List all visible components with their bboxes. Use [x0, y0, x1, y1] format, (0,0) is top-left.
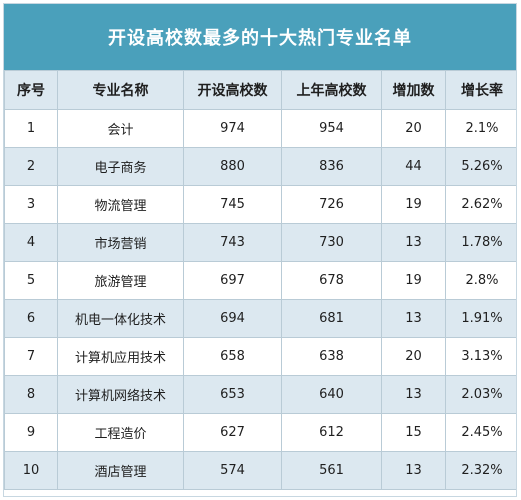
- cell-last-year-schools: 561: [281, 451, 382, 490]
- cell-last-year-schools: 678: [281, 261, 382, 300]
- cell-major-name: 计算机网络技术: [57, 375, 184, 414]
- cell-rank: 10: [4, 451, 58, 490]
- cell-last-year-schools: 726: [281, 185, 382, 224]
- cell-growth-rate: 3.13%: [445, 337, 516, 376]
- cell-schools: 974: [183, 109, 282, 148]
- cell-increase: 44: [381, 147, 446, 186]
- cell-schools: 694: [183, 299, 282, 338]
- cell-rank: 9: [4, 413, 58, 452]
- cell-major-name: 工程造价: [57, 413, 184, 452]
- cell-major-name: 计算机应用技术: [57, 337, 184, 376]
- table-row: 9 工程造价 627 612 15 2.45%: [4, 413, 516, 452]
- cell-schools: 743: [183, 223, 282, 262]
- cell-schools: 653: [183, 375, 282, 414]
- header-growth-rate: 增长率: [445, 70, 516, 110]
- cell-schools: 745: [183, 185, 282, 224]
- cell-last-year-schools: 640: [281, 375, 382, 414]
- cell-growth-rate: 2.32%: [445, 451, 516, 490]
- cell-rank: 1: [4, 109, 58, 148]
- cell-last-year-schools: 681: [281, 299, 382, 338]
- cell-growth-rate: 5.26%: [445, 147, 516, 186]
- cell-increase: 20: [381, 337, 446, 376]
- table-body: 1 会计 974 954 20 2.1% 2 电子商务 880 836 44 5.26% 3 物流管理 74…: [4, 109, 516, 490]
- table-row: 4 市场营销 743 730 13 1.78%: [4, 223, 516, 262]
- cell-schools: 880: [183, 147, 282, 186]
- table-row: 6 机电一体化技术 694 681 13 1.91%: [4, 299, 516, 338]
- cell-rank: 5: [4, 261, 58, 300]
- cell-last-year-schools: 836: [281, 147, 382, 186]
- majors-table: 序号 专业名称 开设高校数 上年高校数 增加数 增长率 1 会计 974 954 20 2…: [4, 70, 516, 490]
- header-rank: 序号: [4, 70, 58, 110]
- cell-growth-rate: 2.45%: [445, 413, 516, 452]
- cell-major-name: 旅游管理: [57, 261, 184, 300]
- cell-rank: 2: [4, 147, 58, 186]
- header-major-name: 专业名称: [57, 70, 184, 110]
- cell-increase: 20: [381, 109, 446, 148]
- cell-increase: 13: [381, 299, 446, 338]
- cell-last-year-schools: 954: [281, 109, 382, 148]
- cell-schools: 697: [183, 261, 282, 300]
- cell-major-name: 机电一体化技术: [57, 299, 184, 338]
- cell-rank: 4: [4, 223, 58, 262]
- cell-major-name: 物流管理: [57, 185, 184, 224]
- cell-growth-rate: 2.8%: [445, 261, 516, 300]
- cell-schools: 627: [183, 413, 282, 452]
- cell-increase: 13: [381, 223, 446, 262]
- table-row: 10 酒店管理 574 561 13 2.32%: [4, 451, 516, 490]
- cell-increase: 13: [381, 375, 446, 414]
- cell-last-year-schools: 612: [281, 413, 382, 452]
- table-row: 5 旅游管理 697 678 19 2.8%: [4, 261, 516, 300]
- cell-increase: 13: [381, 451, 446, 490]
- header-schools: 开设高校数: [183, 70, 282, 110]
- cell-schools: 574: [183, 451, 282, 490]
- cell-growth-rate: 1.78%: [445, 223, 516, 262]
- cell-major-name: 酒店管理: [57, 451, 184, 490]
- header-row: 序号 专业名称 开设高校数 上年高校数 增加数 增长率: [4, 70, 516, 110]
- header-increase: 增加数: [381, 70, 446, 110]
- cell-growth-rate: 2.62%: [445, 185, 516, 224]
- cell-last-year-schools: 730: [281, 223, 382, 262]
- cell-growth-rate: 2.03%: [445, 375, 516, 414]
- table-row: 7 计算机应用技术 658 638 20 3.13%: [4, 337, 516, 376]
- cell-last-year-schools: 638: [281, 337, 382, 376]
- table-row: 3 物流管理 745 726 19 2.62%: [4, 185, 516, 224]
- cell-increase: 19: [381, 261, 446, 300]
- cell-rank: 3: [4, 185, 58, 224]
- cell-schools: 658: [183, 337, 282, 376]
- table-title: 开设高校数最多的十大热门专业名单: [4, 4, 516, 70]
- cell-growth-rate: 1.91%: [445, 299, 516, 338]
- table-row: 8 计算机网络技术 653 640 13 2.03%: [4, 375, 516, 414]
- cell-rank: 6: [4, 299, 58, 338]
- cell-major-name: 市场营销: [57, 223, 184, 262]
- cell-increase: 15: [381, 413, 446, 452]
- cell-major-name: 电子商务: [57, 147, 184, 186]
- table-row: 2 电子商务 880 836 44 5.26%: [4, 147, 516, 186]
- table-card: 开设高校数最多的十大热门专业名单 序号 专业名称 开设高校数 上年高校数 增加数…: [3, 3, 517, 497]
- cell-increase: 19: [381, 185, 446, 224]
- cell-rank: 7: [4, 337, 58, 376]
- header-last-year-schools: 上年高校数: [281, 70, 382, 110]
- cell-major-name: 会计: [57, 109, 184, 148]
- cell-growth-rate: 2.1%: [445, 109, 516, 148]
- table-row: 1 会计 974 954 20 2.1%: [4, 109, 516, 148]
- cell-rank: 8: [4, 375, 58, 414]
